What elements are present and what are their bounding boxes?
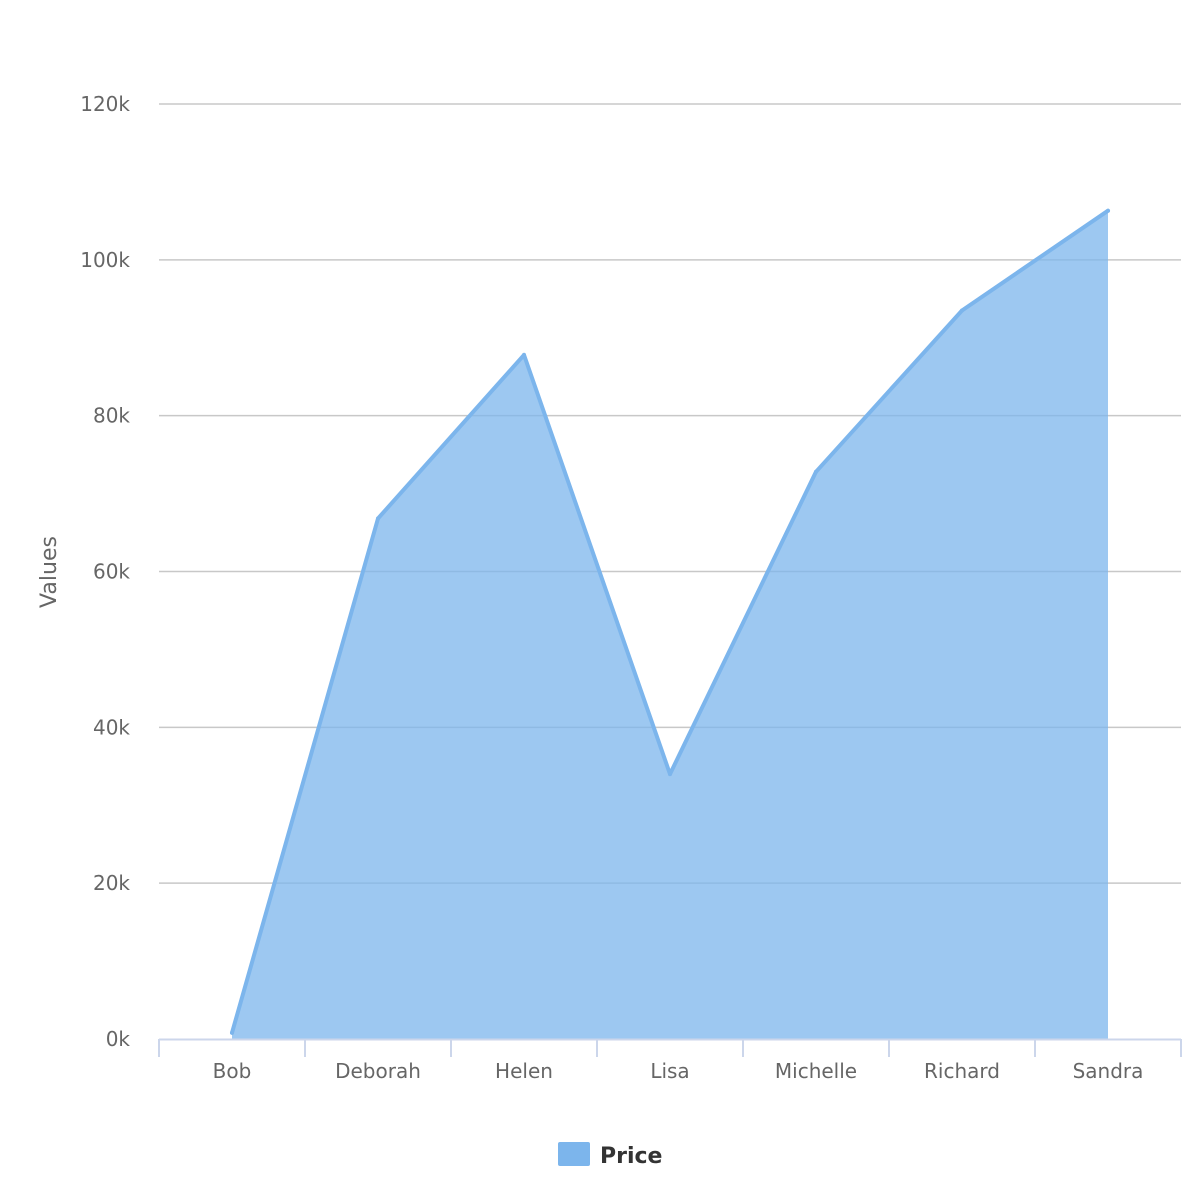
- x-tick-label: Deborah: [335, 1059, 421, 1083]
- x-tick-label: Lisa: [650, 1059, 689, 1083]
- y-tick-label: 40k: [93, 715, 130, 739]
- x-tick-label: Bob: [213, 1059, 252, 1083]
- x-tick-label: Sandra: [1073, 1059, 1144, 1083]
- data-point[interactable]: [1106, 208, 1110, 213]
- x-tick-label: Helen: [495, 1059, 553, 1083]
- area-fill-price: [232, 210, 1108, 1039]
- data-point[interactable]: [960, 308, 964, 313]
- x-axis-ticks: Bob Deborah Helen Lisa Michelle Richard Sandra: [213, 1059, 1144, 1083]
- y-axis-ticks: 0k 20k 40k 60k 80k 100k 120k: [80, 92, 130, 1051]
- y-tick-label: 80k: [93, 404, 130, 428]
- y-axis-title: Values: [37, 536, 62, 608]
- y-tick-label: 120k: [80, 92, 130, 116]
- data-point[interactable]: [668, 772, 672, 777]
- y-tick-label: 100k: [80, 248, 130, 272]
- legend-label-price[interactable]: Price: [600, 1144, 662, 1169]
- y-tick-label: 60k: [93, 560, 130, 584]
- data-point[interactable]: [522, 352, 526, 357]
- data-point[interactable]: [376, 516, 380, 521]
- legend[interactable]: Price: [558, 1142, 662, 1169]
- x-axis: [158, 1038, 1182, 1057]
- data-point[interactable]: [814, 469, 818, 474]
- y-tick-label: 20k: [93, 871, 130, 895]
- x-tick-label: Michelle: [775, 1059, 857, 1083]
- data-point[interactable]: [230, 1030, 234, 1035]
- series-area: [230, 208, 1110, 1039]
- x-tick-label: Richard: [924, 1059, 1000, 1083]
- y-tick-label: 0k: [106, 1027, 131, 1051]
- legend-swatch-price[interactable]: [558, 1142, 590, 1166]
